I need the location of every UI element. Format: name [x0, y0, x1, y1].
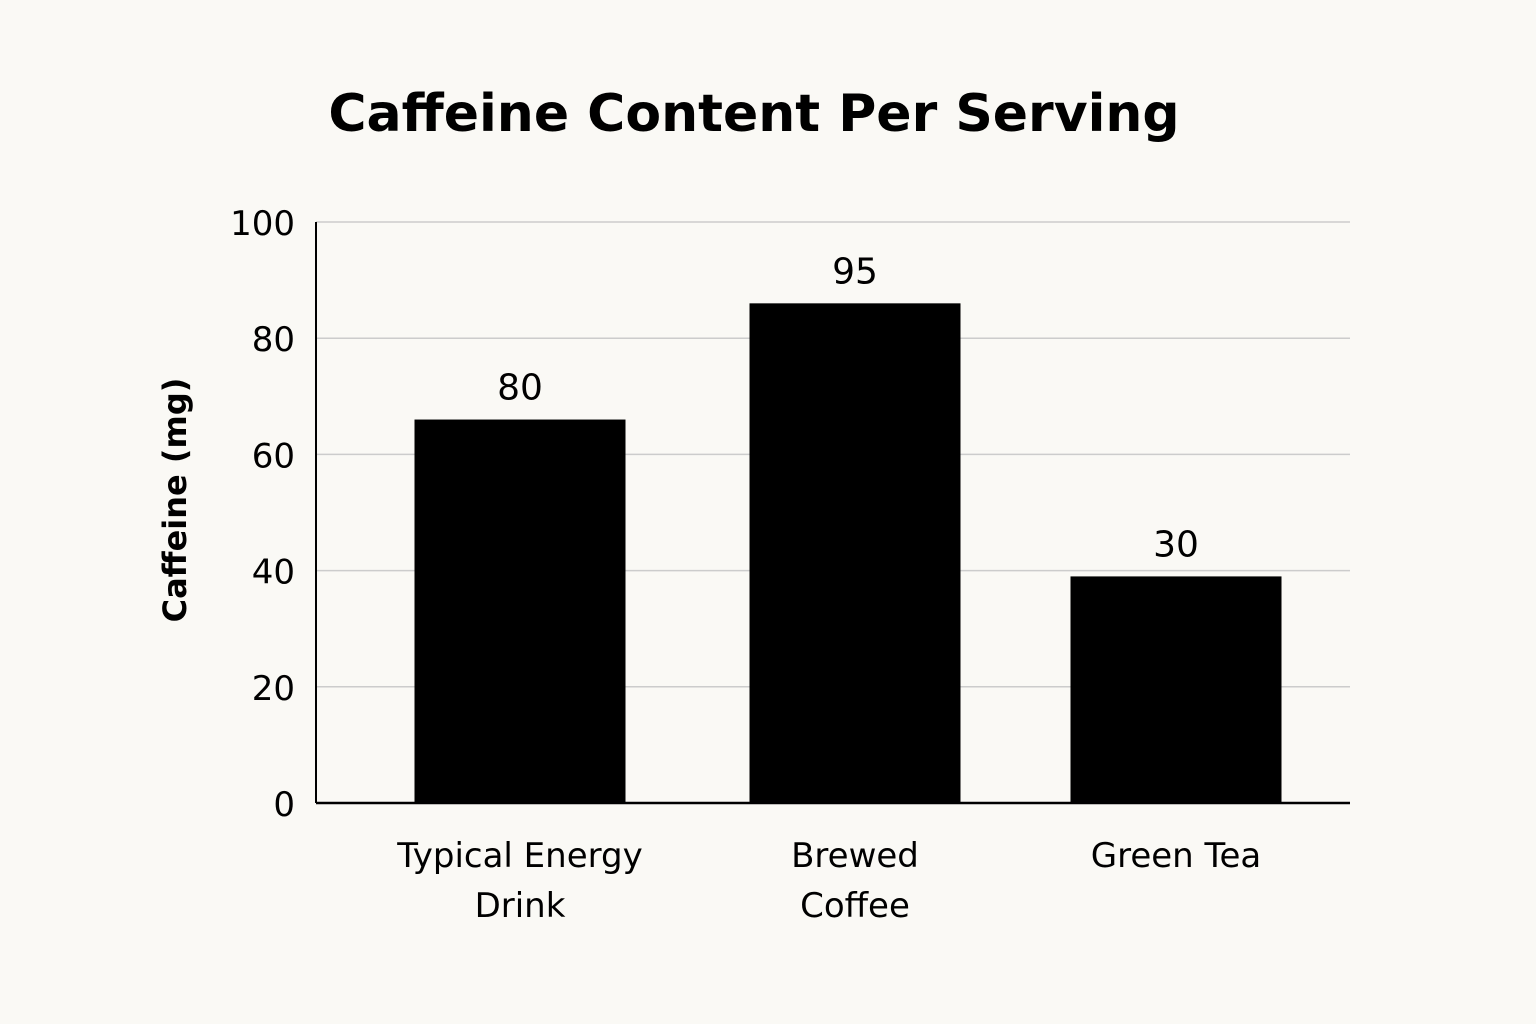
y-axis-label: Caffeine (mg)	[156, 378, 194, 623]
y-tick-label: 0	[273, 785, 295, 825]
bar	[749, 303, 961, 803]
y-tick-label: 20	[252, 669, 295, 709]
bar	[414, 419, 626, 803]
y-tick-label: 80	[252, 320, 295, 360]
y-tick-label: 40	[252, 553, 295, 593]
x-tick-label: Typical Energy	[396, 836, 642, 876]
y-tick-labels: 0 20 40 60 80 100	[230, 204, 295, 825]
y-tick-label: 60	[252, 436, 295, 476]
x-tick-label: Green Tea	[1091, 836, 1262, 876]
data-label: 80	[497, 368, 543, 409]
bar	[1070, 576, 1282, 803]
data-label: 30	[1153, 524, 1199, 565]
bars	[414, 303, 1282, 803]
chart-title: Caffeine Content Per Serving	[328, 84, 1179, 144]
x-tick-labels: Typical Energy Drink Brewed Coffee Green Tea	[396, 836, 1261, 926]
x-tick-label: Brewed	[791, 836, 919, 876]
data-labels: 80 95 30	[497, 251, 1199, 565]
x-tick-label: Drink	[475, 886, 566, 926]
x-tick-label: Coffee	[800, 886, 910, 926]
data-label: 95	[832, 251, 878, 292]
y-tick-label: 100	[230, 204, 295, 244]
